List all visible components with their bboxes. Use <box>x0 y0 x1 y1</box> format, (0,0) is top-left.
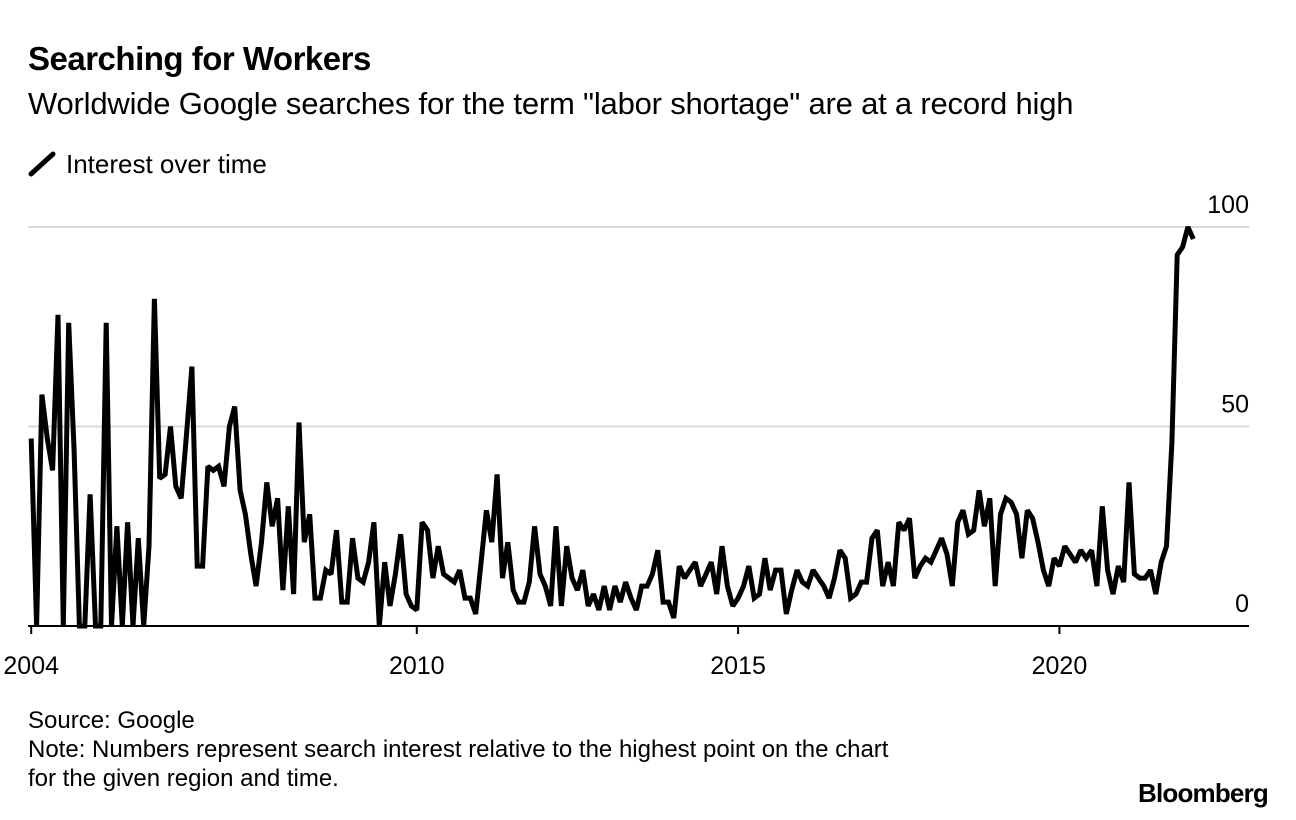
note-line-1: Note: Numbers represent search interest … <box>28 736 889 763</box>
note-line-2: for the given region and time. <box>28 765 339 792</box>
x-tick-label: 2004 <box>3 652 59 680</box>
line-chart: 0 50 100 2004 2010 2015 2020 <box>3 191 1249 680</box>
y-tick-label: 50 <box>1221 391 1249 419</box>
legend: Interest over time <box>28 147 267 181</box>
x-tick-label: 2010 <box>389 652 445 680</box>
legend-line-icon <box>28 151 56 177</box>
x-tick-label: 2020 <box>1032 652 1088 680</box>
chart-title: Searching for Workers <box>28 40 371 77</box>
chart-subtitle: Worldwide Google searches for the term "… <box>28 86 1074 121</box>
legend-label: Interest over time <box>66 148 267 179</box>
series-line-0 <box>28 225 1196 629</box>
y-tick-label: 100 <box>1207 191 1249 219</box>
x-tick-label: 2015 <box>710 652 766 680</box>
bloomberg-logo: Bloomberg <box>1137 778 1269 808</box>
chart-footer: Source: Google Note: Numbers represent s… <box>28 706 888 793</box>
y-tick-label: 0 <box>1235 590 1249 618</box>
source-note: Source: Google <box>28 707 195 734</box>
